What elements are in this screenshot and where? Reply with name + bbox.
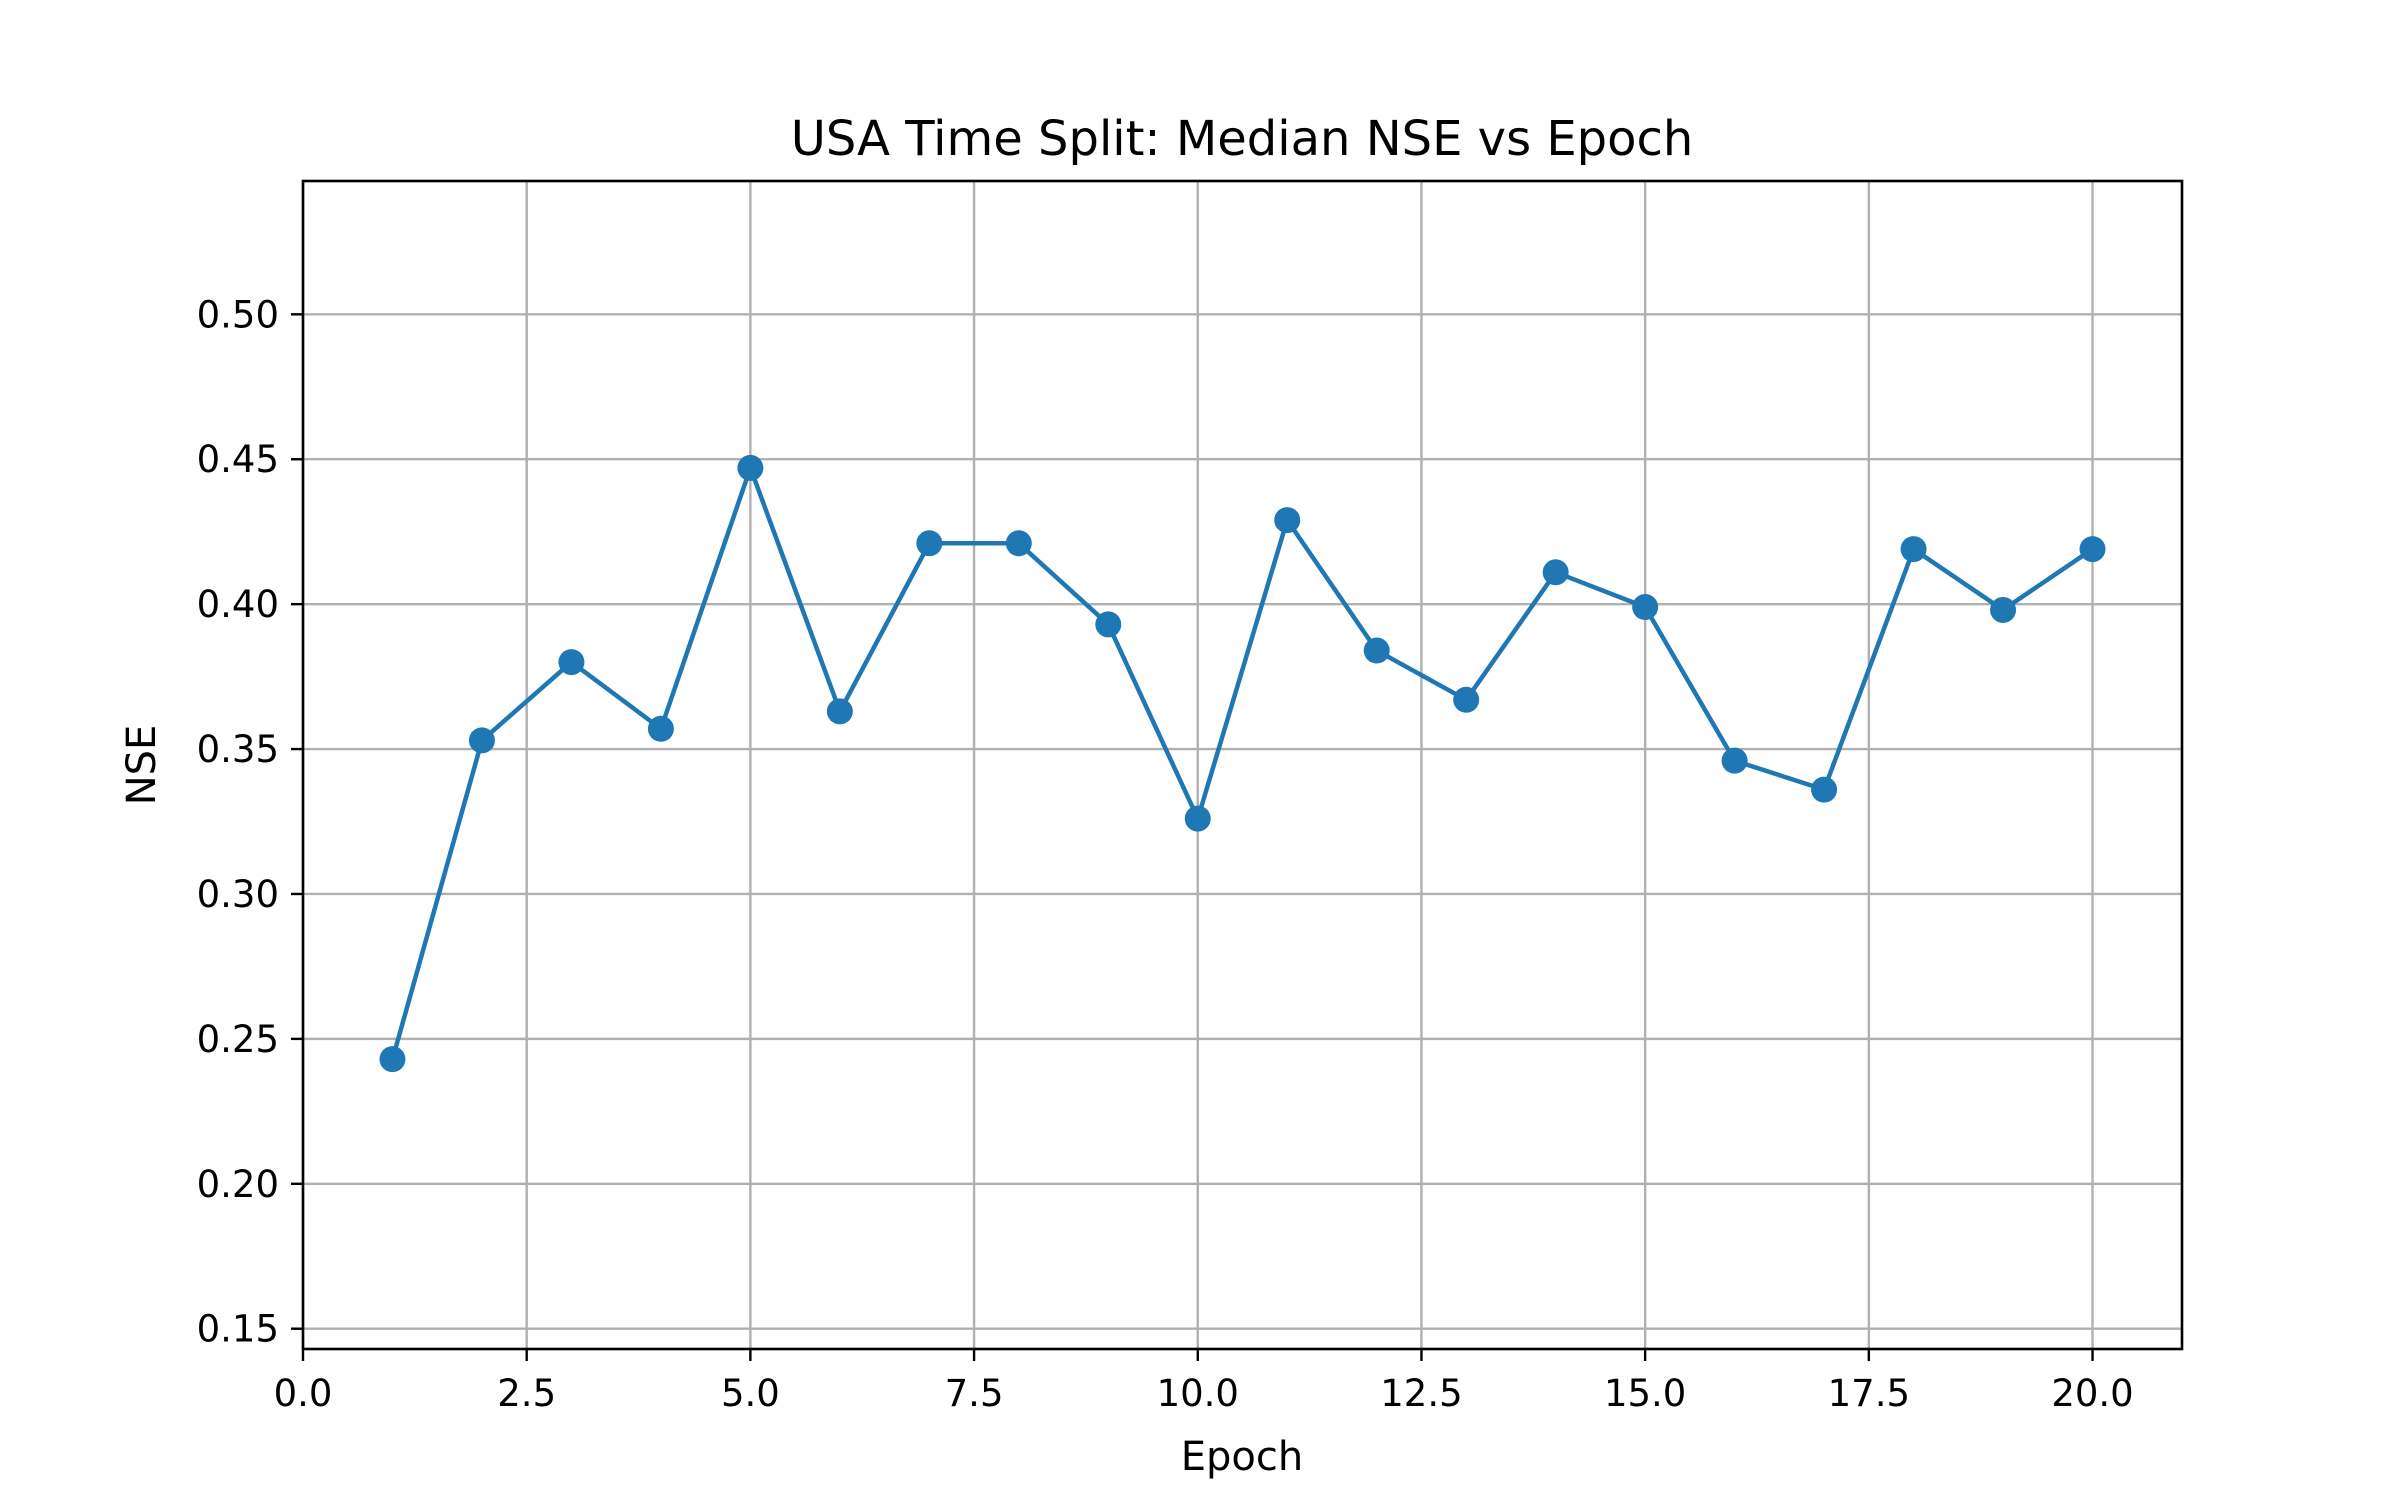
y-tick-label: 0.30 [197,873,279,916]
data-point [1095,611,1122,638]
data-point [1184,805,1211,832]
grid [301,181,2182,1349]
data-point [1274,507,1301,534]
data-point [1811,776,1838,803]
x-tick-label: 2.5 [497,1372,556,1415]
x-tick-label: 0.0 [274,1372,333,1415]
y-tick-label: 0.15 [197,1308,279,1351]
data-point [1721,747,1748,774]
data-series [379,454,2106,1073]
data-point [558,649,585,676]
x-tick-label: 15.0 [1604,1372,1686,1415]
y-axis: 0.15 0.20 0.25 0.30 0.35 0.40 0.45 0.50 [197,293,303,1351]
data-point [1542,559,1569,586]
x-axis-label: Epoch [1181,1434,1303,1480]
y-axis-label: NSE [119,725,165,806]
x-tick-label: 10.0 [1157,1372,1239,1415]
plot-frame [301,179,2184,1351]
data-point [1453,686,1480,713]
y-tick-label: 0.25 [197,1018,279,1061]
y-tick-label: 0.40 [197,583,279,626]
y-tick-label: 0.45 [197,438,279,481]
chart-title: USA Time Split: Median NSE vs Epoch [791,111,1694,167]
data-point [379,1046,406,1073]
x-tick-label: 20.0 [2051,1372,2133,1415]
data-point [1005,530,1032,557]
data-point [647,715,674,742]
x-tick-label: 7.5 [945,1372,1004,1415]
data-point [468,727,495,754]
data-point [826,698,853,725]
x-tick-label: 12.5 [1380,1372,1462,1415]
data-point [1632,594,1659,621]
data-point [737,454,764,481]
data-point [916,530,943,557]
data-point [2079,536,2106,563]
y-tick-label: 0.20 [197,1163,279,1206]
y-tick-label: 0.35 [197,728,279,771]
y-tick-label: 0.50 [197,293,279,336]
data-point [1900,536,1927,563]
x-tick-label: 5.0 [721,1372,780,1415]
data-point [1363,637,1390,664]
x-axis: 0.0 2.5 5.0 7.5 10.0 12.5 15.0 17.5 20.0 [274,1349,2134,1415]
series-line [390,465,2094,1060]
x-tick-label: 17.5 [1828,1372,1910,1415]
data-point [1990,596,2017,623]
